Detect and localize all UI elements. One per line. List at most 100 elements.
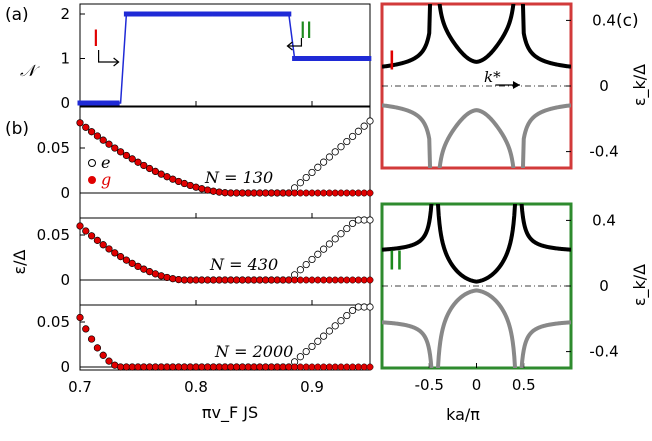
marker-a	[258, 11, 264, 17]
marker-g	[88, 128, 96, 136]
marker-g	[180, 276, 188, 284]
marker-g	[227, 189, 235, 197]
marker-g	[209, 276, 217, 284]
marker-e	[302, 260, 310, 269]
panel-tag-a: (a)	[5, 5, 29, 25]
marker-g	[279, 276, 287, 284]
marker-g	[117, 253, 125, 261]
marker-g	[163, 173, 171, 181]
marker-e	[348, 219, 357, 228]
xlabel-left: πv_F JS	[202, 403, 258, 423]
marker-g	[204, 363, 212, 371]
marker-g	[122, 256, 130, 264]
tick-label-a-y: 1	[60, 50, 70, 68]
marker-g	[215, 276, 223, 284]
marker-g	[134, 363, 142, 371]
marker-a	[142, 11, 148, 17]
marker-a	[272, 11, 278, 17]
marker-a	[105, 100, 111, 106]
marker-e	[314, 250, 322, 258]
marker-g	[262, 189, 270, 197]
marker-a	[133, 11, 139, 17]
marker-e	[319, 245, 328, 253]
marker-a	[86, 100, 92, 106]
marker-a	[253, 11, 259, 17]
marker-g	[238, 363, 246, 371]
marker-g	[238, 276, 246, 284]
marker-g	[296, 189, 304, 197]
marker-e	[348, 306, 357, 315]
marker-g	[279, 189, 287, 197]
marker-g	[279, 363, 287, 371]
marker-a	[96, 100, 102, 106]
marker-e	[296, 179, 304, 187]
marker-e	[331, 322, 339, 330]
marker-g	[256, 276, 264, 284]
tick-label-a-y: 2	[60, 5, 70, 23]
tick-label-c-y: 0	[599, 277, 609, 295]
marker-e	[325, 327, 333, 335]
marker-g	[343, 276, 351, 284]
marker-g	[82, 325, 90, 333]
tick-label-c-y: 0	[599, 77, 609, 95]
marker-g	[349, 276, 357, 284]
marker-g	[76, 314, 84, 321]
marker-g	[354, 276, 362, 284]
marker-g	[146, 363, 154, 371]
marker-g	[128, 155, 136, 163]
marker-g	[325, 363, 333, 371]
marker-a	[286, 11, 292, 17]
marker-g	[175, 363, 183, 371]
marker-g	[337, 363, 345, 371]
marker-g	[169, 363, 177, 371]
marker-e	[343, 137, 351, 146]
marker-g	[157, 170, 165, 178]
marker-e	[354, 127, 362, 135]
marker-a	[347, 56, 353, 61]
ylabel-b: ε/Δ	[10, 249, 29, 274]
marker-g	[256, 189, 264, 197]
marker-g	[117, 363, 125, 371]
marker-e	[308, 168, 316, 177]
marker-g	[320, 363, 328, 371]
marker-g	[198, 363, 206, 371]
marker-a	[319, 56, 325, 61]
marker-a	[329, 56, 335, 61]
marker-g	[105, 140, 113, 148]
marker-g	[209, 363, 217, 371]
band-upper	[382, 4, 571, 69]
marker-a	[306, 56, 312, 61]
marker-g	[169, 275, 177, 283]
marker-g	[215, 363, 223, 371]
marker-a	[343, 56, 349, 61]
region-label-c: II	[388, 246, 403, 276]
xlabel-right: ka/π	[446, 405, 480, 424]
marker-g	[314, 363, 322, 371]
annotation-I: I	[93, 27, 100, 52]
marker-a	[235, 11, 241, 17]
subplot-label: N = 2000	[214, 342, 293, 361]
marker-g	[343, 363, 351, 371]
marker-g	[238, 189, 246, 197]
marker-g	[337, 189, 345, 197]
marker-g	[331, 276, 339, 284]
marker-g	[180, 363, 188, 371]
marker-g	[140, 363, 148, 371]
marker-g	[128, 363, 136, 371]
marker-a	[123, 11, 129, 17]
marker-g	[227, 363, 235, 371]
region-label-c: I	[388, 46, 396, 76]
marker-g	[134, 262, 142, 270]
marker-a	[100, 100, 106, 106]
tick-label-c-y: -0.4	[589, 143, 618, 161]
marker-a	[170, 11, 176, 17]
marker-e	[366, 216, 374, 224]
marker-g	[105, 357, 113, 365]
marker-g	[262, 276, 270, 284]
marker-a	[151, 11, 157, 17]
arrow-I	[98, 50, 119, 63]
marker-g	[99, 241, 107, 249]
marker-g	[186, 182, 194, 189]
marker-g	[267, 276, 275, 284]
